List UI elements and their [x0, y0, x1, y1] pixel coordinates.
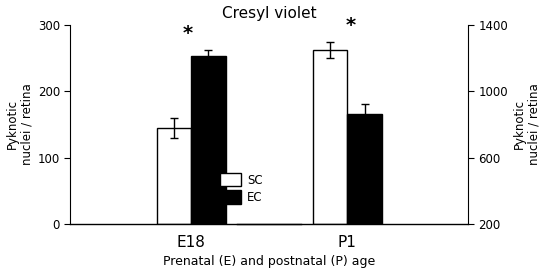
- X-axis label: Prenatal (E) and postnatal (P) age: Prenatal (E) and postnatal (P) age: [163, 255, 375, 269]
- Y-axis label: Pyknotic
nuclei / retina: Pyknotic nuclei / retina: [513, 84, 541, 165]
- Legend: SC, EC: SC, EC: [215, 168, 268, 209]
- Text: *: *: [182, 24, 193, 43]
- Bar: [191, 56, 225, 224]
- Bar: [347, 115, 382, 224]
- Bar: [157, 128, 191, 224]
- Y-axis label: Pyknotic
nuclei / retina: Pyknotic nuclei / retina: [5, 84, 33, 165]
- Title: Cresyl violet: Cresyl violet: [222, 5, 317, 21]
- Bar: [313, 50, 347, 224]
- Text: *: *: [346, 16, 356, 35]
